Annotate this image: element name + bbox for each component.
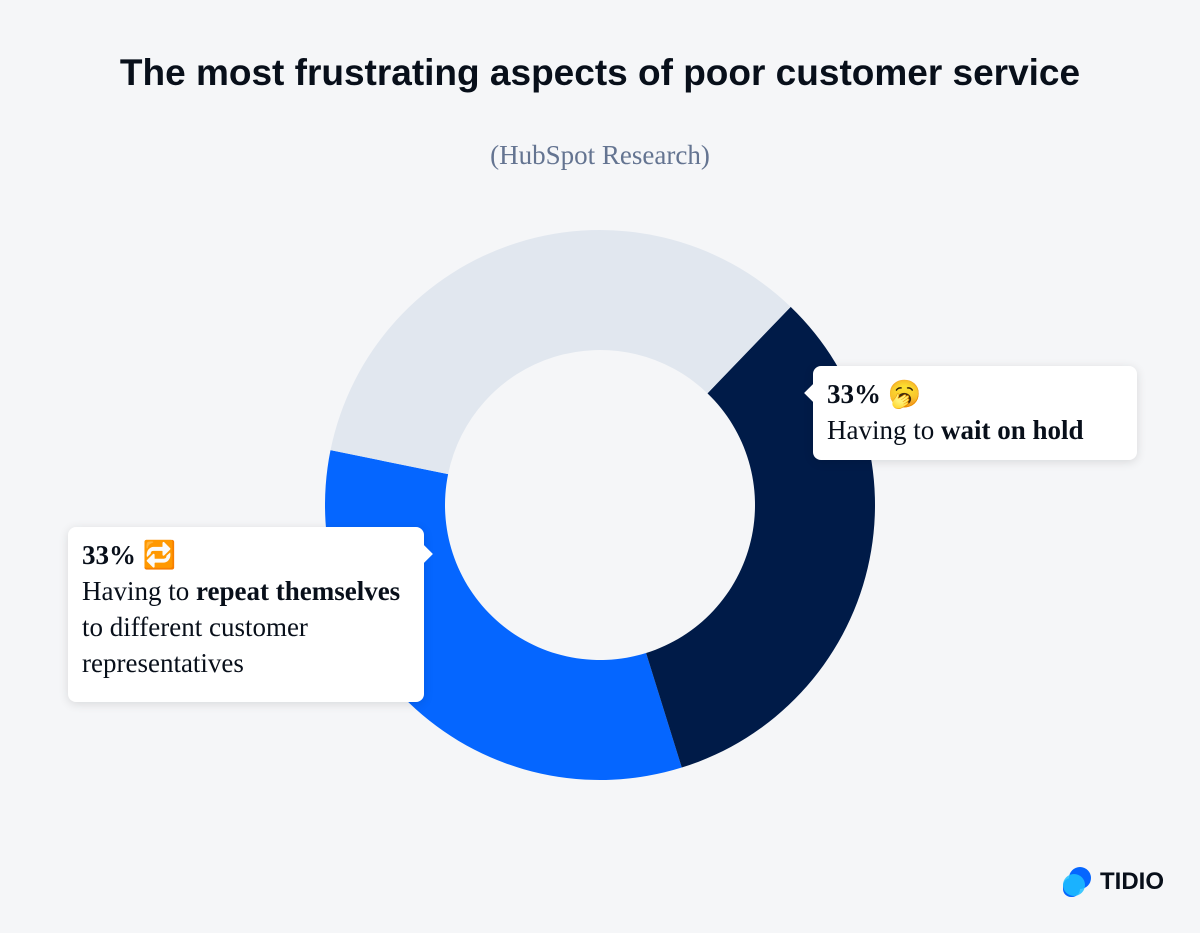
callout-text: Having to repeat themselves to different… <box>82 573 410 681</box>
label-part: repeat themselves <box>196 576 401 606</box>
callout: 33% 🥱 Having to wait on hold <box>813 366 1137 460</box>
callout-header: 33% 🥱 <box>827 376 1123 412</box>
callout-text: Having to wait on hold <box>827 412 1123 448</box>
label-part: to different customer representatives <box>82 576 407 678</box>
label-part: wait on hold <box>941 415 1084 445</box>
callout: 33% 🔁 Having to repeat themselves to diff… <box>68 527 424 702</box>
icon: 🥱 <box>887 379 922 409</box>
logo-icon <box>1063 867 1091 897</box>
label-part: Having to <box>82 576 196 606</box>
value-label: 33% <box>82 540 136 570</box>
icon: 🔁 <box>142 540 177 570</box>
callout-header: 33% 🔁 <box>82 537 410 573</box>
chart-subtitle: (HubSpot Research) <box>490 140 710 170</box>
chart-title: The most frustrating aspects of poor cus… <box>119 52 1081 93</box>
donut-slice <box>330 230 791 475</box>
logo-text: TIDIO <box>1100 868 1164 895</box>
label-part: Having to <box>827 415 941 445</box>
value-label: 33% <box>827 379 881 409</box>
